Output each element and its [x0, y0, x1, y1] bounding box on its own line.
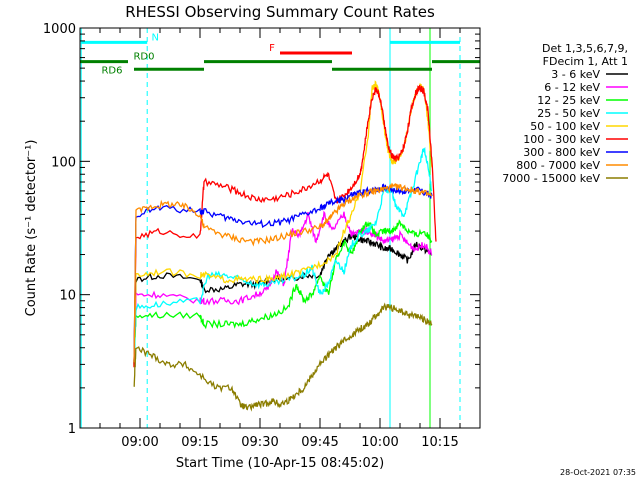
y-tick-label: 100	[51, 155, 76, 170]
x-tick-label: 09:00	[121, 435, 158, 450]
x-axis-label: Start Time (10-Apr-15 08:45:02)	[176, 456, 384, 471]
bar-label-f: F	[269, 43, 275, 54]
legend-entry-8: 7000 - 15000 keV	[502, 172, 600, 185]
x-tick-label: 09:15	[181, 435, 218, 450]
series-line-2	[133, 219, 433, 365]
legend-header-0: Det 1,3,5,6,7,9,	[542, 42, 628, 55]
observing-bars: N F RD0 RD6	[80, 32, 480, 76]
bar-label-n: N	[151, 32, 158, 43]
series-line-6	[133, 183, 433, 362]
y-tick-label: 10	[59, 289, 76, 304]
legend-entry-2: 12 - 25 keV	[537, 94, 600, 107]
series-line-3	[133, 146, 433, 366]
legend-entry-6: 300 - 800 keV	[523, 146, 600, 159]
series-line-4	[133, 80, 433, 367]
chart-title: RHESSI Observing Summary Count Rates	[125, 3, 435, 21]
bar-label-rd6: RD6	[101, 65, 122, 76]
vertical-markers	[80, 28, 461, 428]
legend-entry-1: 6 - 12 keV	[544, 81, 600, 94]
x-tick-label: 09:30	[241, 435, 278, 450]
legend-header-1: FDecim 1, Att 1	[543, 55, 628, 68]
series-line-7	[133, 182, 433, 363]
y-tick-label: 1000	[43, 22, 76, 37]
series-line-5	[133, 84, 437, 368]
footer-timestamp: 28-Oct-2021 07:35	[560, 468, 636, 477]
legend-entry-3: 25 - 50 keV	[537, 107, 600, 120]
legend-entry-0: 3 - 6 keV	[551, 68, 600, 81]
series-lines	[133, 80, 437, 412]
series-line-8	[133, 302, 433, 412]
legend-entry-5: 100 - 300 keV	[523, 133, 600, 146]
x-axis-ticks: 09:00 09:15 09:30 09:45 10:00 10:15	[79, 28, 481, 450]
x-tick-label: 10:00	[361, 435, 398, 450]
y-axis-ticks: 1 10 100 1000	[43, 22, 480, 437]
x-tick-label: 10:15	[421, 435, 458, 450]
legend-entry-7: 800 - 7000 keV	[516, 159, 600, 172]
y-axis-label: Count Rate (s⁻¹ detector⁻¹)	[24, 140, 39, 317]
series-line-1	[133, 210, 433, 364]
series-line-0	[133, 232, 433, 363]
x-tick-label: 09:45	[301, 435, 338, 450]
plot-area: N F RD0 RD6	[80, 28, 480, 428]
legend: Det 1,3,5,6,7,9,FDecim 1, Att 13 - 6 keV…	[502, 42, 628, 185]
legend-entry-4: 50 - 100 keV	[530, 120, 600, 133]
y-tick-label: 1	[68, 422, 76, 437]
bar-label-rd0: RD0	[133, 52, 154, 63]
